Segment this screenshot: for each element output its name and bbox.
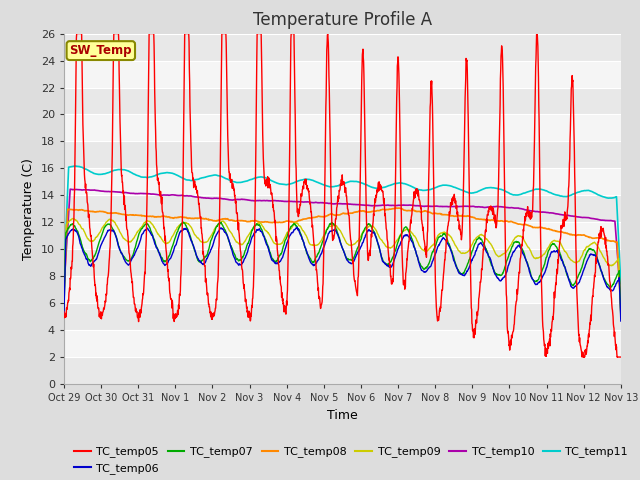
Bar	[64, 60, 621, 87]
Bar	[64, 168, 621, 195]
Bar	[64, 142, 621, 168]
X-axis label: Time: Time	[327, 408, 358, 421]
Y-axis label: Temperature (C): Temperature (C)	[22, 158, 35, 260]
Bar	[64, 249, 621, 276]
Bar	[64, 357, 621, 384]
Legend: TC_temp05, TC_temp06, TC_temp07, TC_temp08, TC_temp09, TC_temp10, TC_temp11: TC_temp05, TC_temp06, TC_temp07, TC_temp…	[70, 442, 632, 479]
Text: SW_Temp: SW_Temp	[70, 44, 132, 57]
Bar	[64, 330, 621, 357]
Bar	[64, 195, 621, 222]
Bar	[64, 34, 621, 60]
Bar	[64, 276, 621, 303]
Title: Temperature Profile A: Temperature Profile A	[253, 11, 432, 29]
Bar	[64, 303, 621, 330]
Bar	[64, 114, 621, 142]
Bar	[64, 87, 621, 114]
Bar	[64, 222, 621, 249]
